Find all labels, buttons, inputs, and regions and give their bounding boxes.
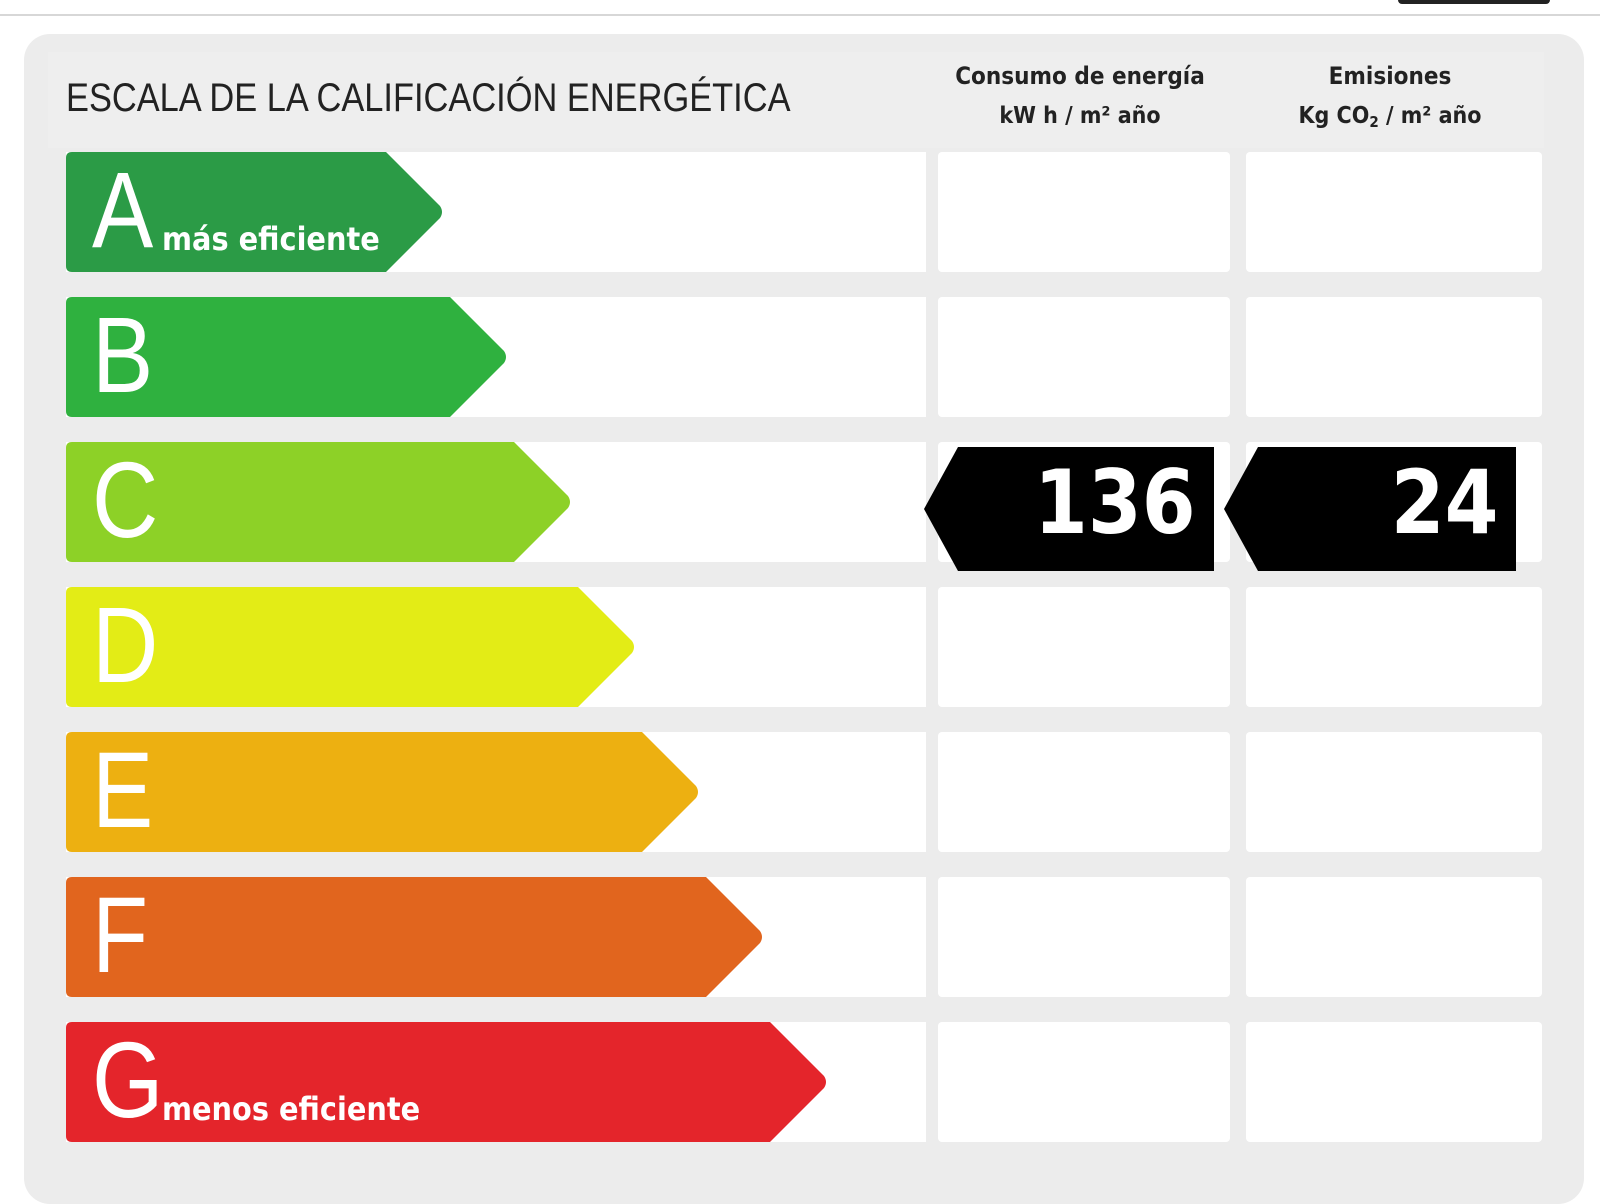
emissions-value: 24: [1390, 451, 1498, 554]
emissions-column-unit: Kg CO2 / m² año: [1255, 96, 1525, 142]
emissions-cell-b: [1246, 297, 1542, 417]
rating-letter-g: G: [92, 1019, 164, 1140]
emissions-column-header: Emisiones Kg CO2 / m² año: [1255, 56, 1525, 142]
energy-cell-b: [938, 297, 1230, 417]
emissions-unit-suffix: / m² año: [1378, 103, 1482, 129]
emissions-cell-a: [1246, 152, 1542, 272]
top-tab-marker: [1398, 0, 1550, 4]
energy-column-header: Consumo de energía kW h / m² año: [945, 56, 1215, 136]
emissions-unit-subscript: 2: [1369, 113, 1379, 131]
energy-cell-e: [938, 732, 1230, 852]
rating-letter-e: E: [92, 729, 154, 850]
energy-column-label: Consumo de energía: [955, 62, 1205, 90]
energy-cell-a: [938, 152, 1230, 272]
emissions-cell-g: [1246, 1022, 1542, 1142]
rating-bar-f: F: [66, 877, 764, 997]
top-divider: [0, 14, 1600, 16]
chart-title: ESCALA DE LA CALIFICACIÓN ENERGÉTICA: [66, 76, 791, 120]
emissions-rating-indicator: 24: [1224, 447, 1516, 571]
rating-letter-a: A: [92, 149, 154, 270]
rating-bar-shape-b: [66, 297, 506, 417]
rating-bar-shape-e: [66, 732, 698, 852]
emissions-cell-f: [1246, 877, 1542, 997]
energy-cell-f: [938, 877, 1230, 997]
rating-bar-shape-d: [66, 587, 634, 707]
energy-cell-d: [938, 587, 1230, 707]
rating-sublabel-g: menos eficiente: [162, 1090, 421, 1128]
energy-column-unit: kW h / m² año: [999, 103, 1161, 129]
energy-value: 136: [1034, 451, 1196, 554]
rating-bar-shape-g: [66, 1022, 826, 1142]
emissions-indicator-shape: [1224, 447, 1516, 571]
emissions-cell-e: [1246, 732, 1542, 852]
rating-bar-shape-a: [66, 152, 442, 272]
energy-indicator-shape: [924, 447, 1214, 571]
emissions-unit-prefix: Kg CO: [1298, 103, 1370, 129]
rating-bar-d: D: [66, 587, 636, 707]
emissions-cell-d: [1246, 587, 1542, 707]
header-band: [48, 52, 1544, 148]
rating-bar-shape-f: [66, 877, 762, 997]
energy-cell-g: [938, 1022, 1230, 1142]
rating-letter-b: B: [92, 294, 154, 415]
rating-letter-c: C: [92, 439, 159, 560]
rating-bar-shape-c: [66, 442, 570, 562]
rating-sublabel-a: más eficiente: [162, 220, 380, 258]
rating-bar-e: E: [66, 732, 700, 852]
rating-letter-d: D: [92, 584, 159, 705]
rating-bar-c: C: [66, 442, 572, 562]
energy-rating-indicator: 136: [924, 447, 1214, 571]
rating-bar-b: B: [66, 297, 508, 417]
rating-letter-f: F: [92, 874, 149, 995]
emissions-column-label: Emisiones: [1328, 62, 1452, 90]
